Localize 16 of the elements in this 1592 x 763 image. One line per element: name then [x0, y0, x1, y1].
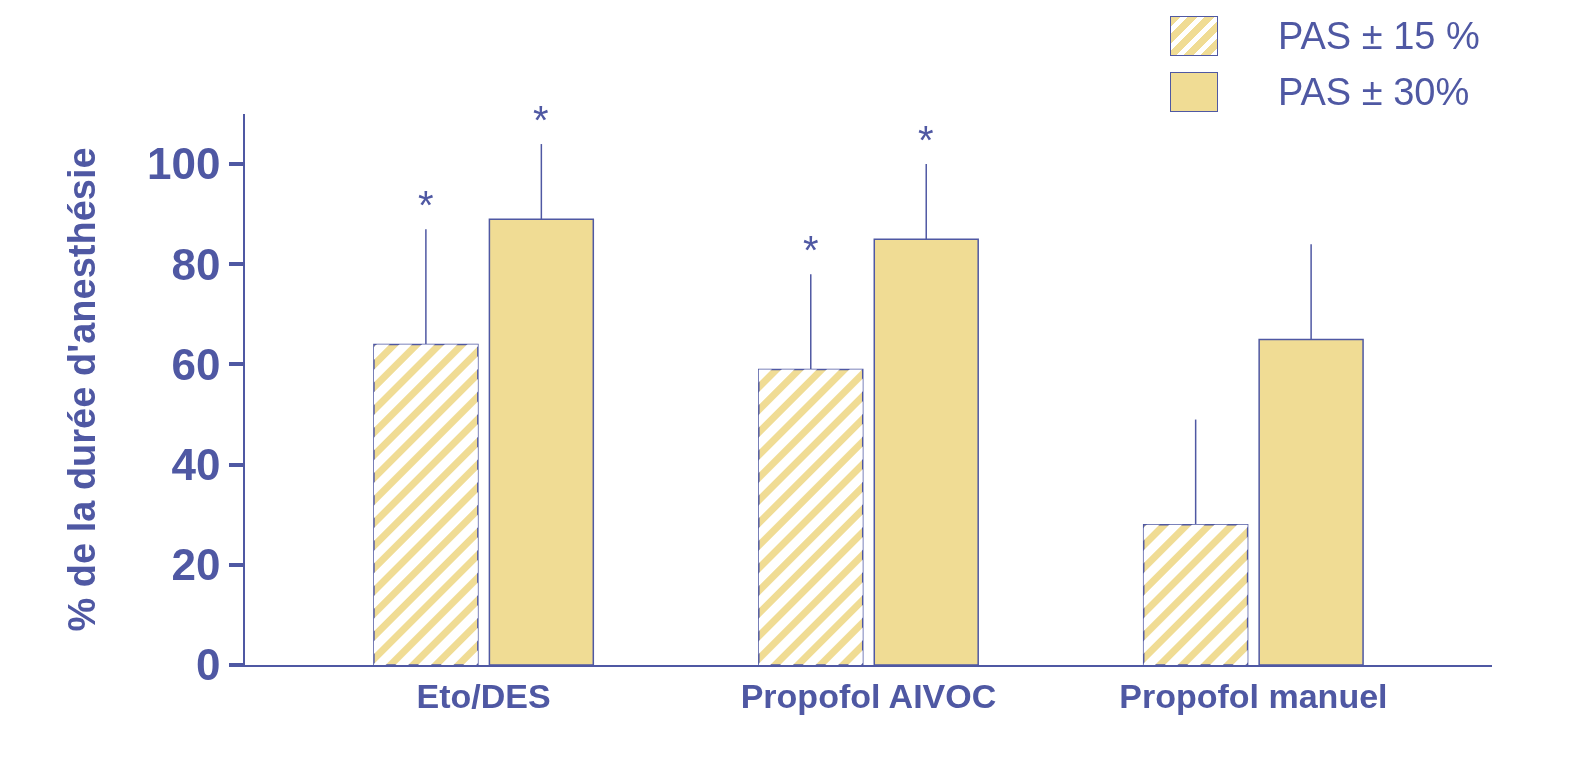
y-tick-label: 100 [147, 139, 221, 189]
y-tick-label: 80 [171, 239, 221, 289]
x-tick-label: Propofol manuel [1119, 676, 1388, 715]
legend-label: PAS ± 30% [1278, 70, 1470, 114]
annotation: * [803, 228, 819, 272]
y-tick-label: 0 [195, 640, 221, 690]
annotation: * [533, 98, 549, 142]
legend-label: PAS ± 15 % [1278, 14, 1480, 58]
x-tick-label: Eto/DES [416, 676, 551, 715]
annotation: * [418, 183, 434, 227]
y-tick-label: 20 [171, 540, 221, 590]
y-tick-label: 40 [171, 440, 221, 490]
annotation: * [918, 118, 934, 162]
x-tick-label: Propofol AIVOC [740, 676, 997, 715]
y-axis-title: % de la durée d'anesthésie [60, 147, 103, 632]
y-tick-label: 60 [171, 339, 221, 389]
